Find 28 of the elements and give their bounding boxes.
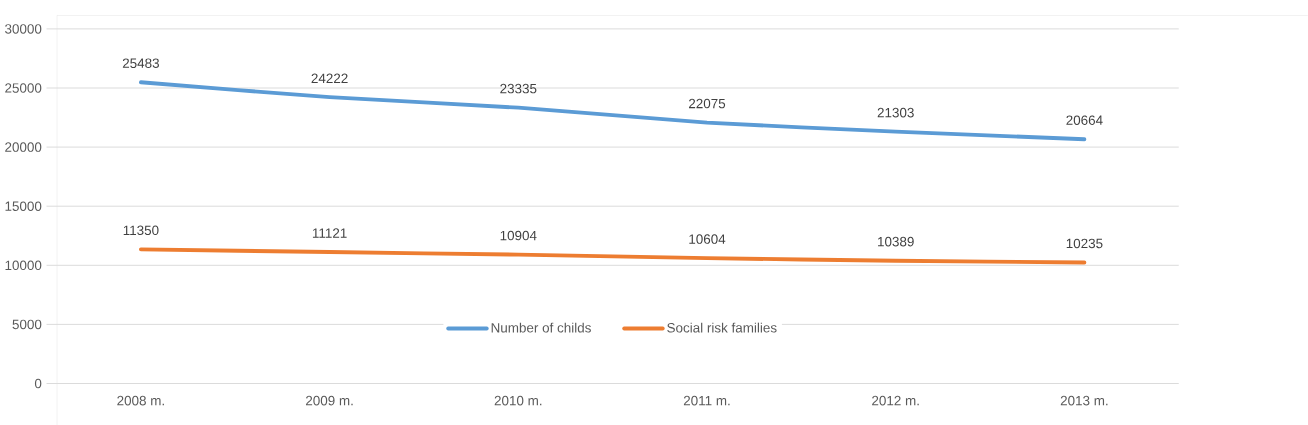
data-label: 24222: [311, 73, 348, 83]
legend-label: Number of childs: [491, 322, 591, 333]
data-label: 21303: [877, 107, 914, 118]
data-label: 11121: [312, 228, 347, 238]
y-tick-label: 30000: [5, 24, 42, 34]
data-label: 10235: [1066, 238, 1103, 249]
y-tick-label: 5000: [12, 319, 42, 330]
data-label: 10604: [689, 234, 726, 244]
x-tick-label: 2012 m.: [872, 395, 919, 406]
data-label: 23335: [500, 83, 537, 94]
data-label: 25483: [122, 58, 159, 68]
x-tick-label: 2011 m.: [683, 395, 730, 406]
data-label: 11350: [123, 225, 159, 235]
y-tick-label: 25000: [5, 83, 42, 93]
data-label: 22075: [688, 98, 726, 109]
data-label: 20664: [1066, 115, 1103, 125]
line-series: [138, 247, 1087, 265]
x-tick-label: 2009 m.: [305, 395, 353, 406]
data-label: 10389: [878, 236, 914, 247]
legend-label: Social risk families: [667, 322, 777, 333]
x-tick-label: 2013 m.: [1060, 395, 1108, 406]
x-tick-label: 2010 m.: [494, 395, 542, 406]
y-tick-label: 15000: [5, 201, 42, 211]
y-tick-label: 20000: [5, 142, 42, 152]
y-tick-label: 0: [34, 378, 42, 389]
data-label: 10904: [500, 230, 537, 241]
x-tick-label: 2008 m.: [117, 395, 164, 406]
y-tick-label: 10000: [5, 260, 42, 270]
